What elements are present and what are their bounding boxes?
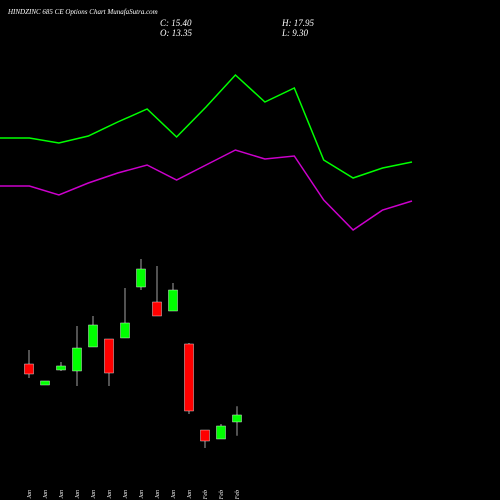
candle-body [24, 363, 34, 375]
x-tick-label: 01 Feb [203, 490, 209, 500]
x-tick-label: 14 Jan [26, 490, 33, 500]
x-tick-label: 28 Jan [155, 490, 161, 500]
candle-body [168, 289, 178, 312]
x-tick-label: 16 Jan [43, 490, 49, 500]
low-label: L: 9.30 [281, 28, 309, 38]
candle-body [200, 429, 210, 442]
x-tick-label: 23 Jan [123, 490, 129, 500]
candle-body [120, 322, 130, 339]
open-label: O: 13.35 [160, 28, 192, 38]
candle-body [40, 380, 50, 386]
candle-body [104, 338, 114, 374]
close-label: C: 15.40 [160, 18, 192, 28]
candle-body [88, 324, 98, 348]
x-tick-label: 30 Jan [187, 490, 193, 500]
x-tick-label: 20 Jan [75, 490, 81, 500]
chart-title: HINDZINC 685 CE Options Chart MunafaSutr… [7, 8, 158, 16]
x-tick-label: 27 Jan [139, 490, 145, 500]
overlay-line [0, 149, 413, 231]
x-tick-label: 03 Feb [235, 490, 241, 500]
candle-body [56, 365, 66, 371]
x-tick-label: 29 Jan [171, 490, 177, 500]
candle-body [136, 268, 146, 288]
x-tick-label: 19 Jan [59, 490, 65, 500]
x-tick-label: 21 Jan [91, 490, 97, 500]
candle-body [152, 301, 162, 317]
candle-body [232, 414, 242, 423]
x-tick-label: 22 Jan [107, 490, 113, 500]
high-label: H: 17.95 [281, 18, 314, 28]
overlay-line [0, 73, 413, 179]
candle-body [72, 347, 82, 372]
candle-body [216, 425, 226, 440]
x-tick-label: 02 Feb [219, 490, 225, 500]
candle-body [184, 343, 194, 412]
